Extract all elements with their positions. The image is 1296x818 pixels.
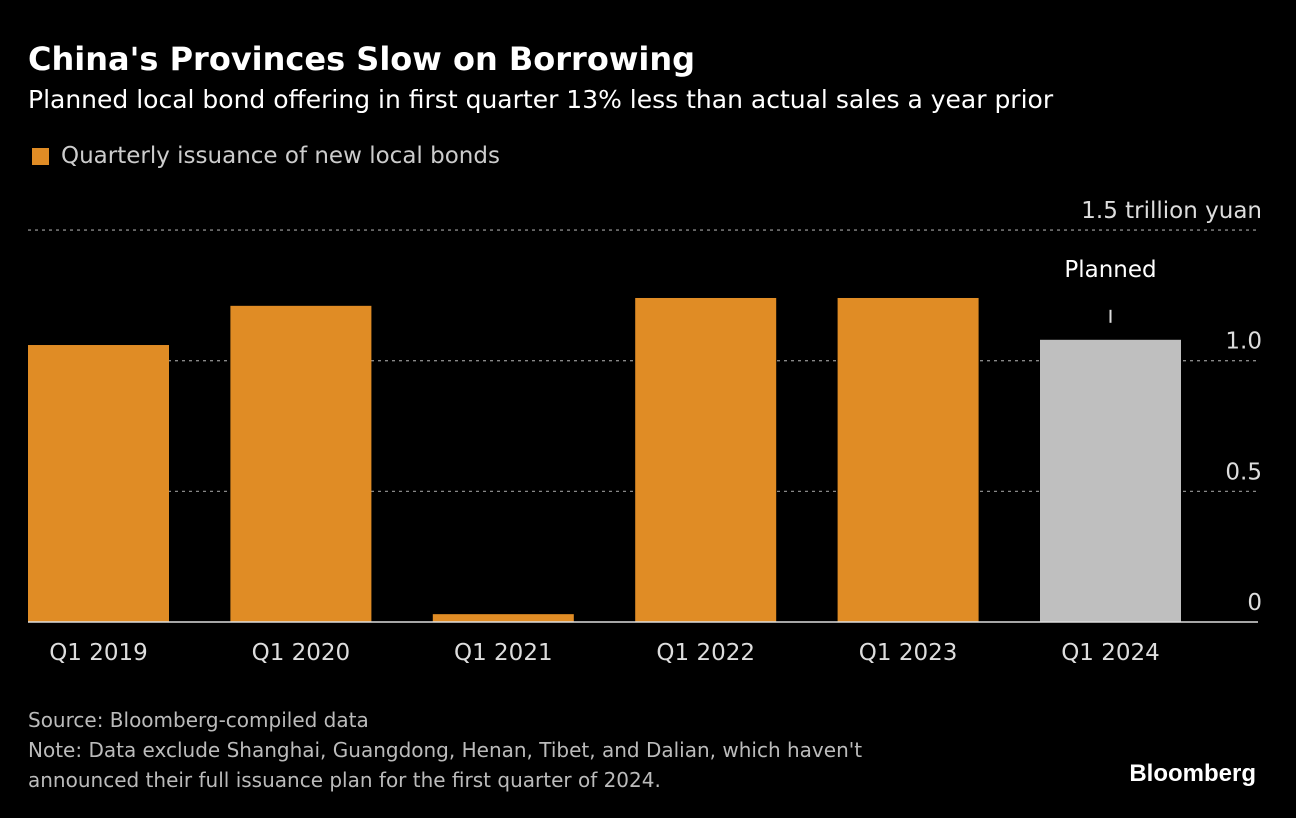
bar: [635, 297, 777, 622]
x-tick-label: Q1 2020: [252, 640, 351, 666]
bloomberg-logo: Bloomberg: [1129, 760, 1256, 787]
bar: [432, 614, 574, 622]
bar: [837, 297, 979, 622]
annotation-label: Planned: [1064, 257, 1156, 283]
bar: [1040, 339, 1181, 622]
bar: [28, 345, 169, 622]
y-tick-label: 1.0: [1225, 329, 1262, 355]
note-line-1: Note: Data exclude Shanghai, Guangdong, …: [28, 738, 863, 762]
y-tick-label: 1.5 trillion yuan: [1081, 198, 1262, 224]
note-line-2: announced their full issuance plan for t…: [28, 768, 661, 792]
legend-swatch: [32, 147, 49, 165]
x-tick-label: Q1 2023: [859, 640, 958, 666]
chart-title: China's Provinces Slow on Borrowing: [28, 40, 696, 78]
x-tick-label: Q1 2024: [1061, 640, 1160, 666]
chart-subtitle: Planned local bond offering in first qua…: [28, 85, 1054, 114]
legend-label: Quarterly issuance of new local bonds: [61, 143, 500, 169]
x-tick-label: Q1 2019: [49, 640, 148, 666]
x-tick-label: Q1 2021: [454, 640, 553, 666]
y-tick-label: 0: [1247, 590, 1262, 616]
y-tick-label: 0.5: [1225, 459, 1262, 485]
footnotes: Source: Bloomberg-compiled data Note: Da…: [28, 705, 862, 795]
x-tick-label: Q1 2022: [656, 640, 755, 666]
legend: Quarterly issuance of new local bonds: [32, 143, 500, 169]
bar: [230, 305, 372, 622]
source-text: Source: Bloomberg-compiled data: [28, 708, 369, 732]
